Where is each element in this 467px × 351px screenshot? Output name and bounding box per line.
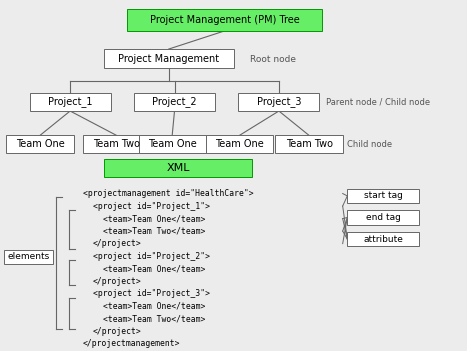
FancyBboxPatch shape <box>347 210 419 225</box>
FancyBboxPatch shape <box>29 93 111 111</box>
Text: elements: elements <box>7 252 50 261</box>
Text: Team One: Team One <box>15 139 64 149</box>
FancyBboxPatch shape <box>276 135 343 153</box>
Text: <team>Team One</team>: <team>Team One</team> <box>103 302 205 311</box>
Text: <team>Team One</team>: <team>Team One</team> <box>103 214 205 223</box>
FancyBboxPatch shape <box>238 93 319 111</box>
Text: <project id="Project_3">: <project id="Project_3"> <box>93 289 210 298</box>
Text: Team Two: Team Two <box>93 139 140 149</box>
FancyBboxPatch shape <box>4 250 53 264</box>
Text: Project_3: Project_3 <box>257 97 301 107</box>
Text: Project Management (PM) Tree: Project Management (PM) Tree <box>149 15 299 25</box>
Text: end tag: end tag <box>366 213 401 222</box>
Text: <team>Team Two</team>: <team>Team Two</team> <box>103 314 205 323</box>
Text: Root node: Root node <box>250 55 296 64</box>
Text: </project>: </project> <box>93 327 142 336</box>
Text: </project>: </project> <box>93 239 142 248</box>
Text: Team Two: Team Two <box>285 139 333 149</box>
Text: XML: XML <box>166 163 190 173</box>
Text: Project Management: Project Management <box>118 54 219 64</box>
Text: </project>: </project> <box>93 277 142 286</box>
Text: </projectmanagement>: </projectmanagement> <box>83 339 180 348</box>
Text: Child node: Child node <box>347 140 392 149</box>
FancyBboxPatch shape <box>139 135 206 153</box>
FancyBboxPatch shape <box>206 135 273 153</box>
FancyBboxPatch shape <box>347 232 419 246</box>
Text: <team>Team Two</team>: <team>Team Two</team> <box>103 227 205 236</box>
FancyBboxPatch shape <box>104 49 234 68</box>
Text: Team One: Team One <box>148 139 197 149</box>
Text: Parent node / Child node: Parent node / Child node <box>326 98 431 107</box>
Text: start tag: start tag <box>364 191 403 200</box>
Text: Project_2: Project_2 <box>152 97 197 107</box>
Text: <project id="Project_1">: <project id="Project_1"> <box>93 201 210 211</box>
Text: Team One: Team One <box>215 139 264 149</box>
FancyBboxPatch shape <box>104 159 252 177</box>
Text: Project_1: Project_1 <box>48 97 92 107</box>
FancyBboxPatch shape <box>83 135 150 153</box>
Text: <project id="Project_2">: <project id="Project_2"> <box>93 252 210 261</box>
FancyBboxPatch shape <box>347 188 419 203</box>
Text: <projectmanagement id="HealthCare">: <projectmanagement id="HealthCare"> <box>83 189 254 198</box>
Text: <team>Team One</team>: <team>Team One</team> <box>103 264 205 273</box>
FancyBboxPatch shape <box>127 9 322 31</box>
FancyBboxPatch shape <box>134 93 215 111</box>
Text: attribute: attribute <box>363 234 403 244</box>
FancyBboxPatch shape <box>7 135 74 153</box>
